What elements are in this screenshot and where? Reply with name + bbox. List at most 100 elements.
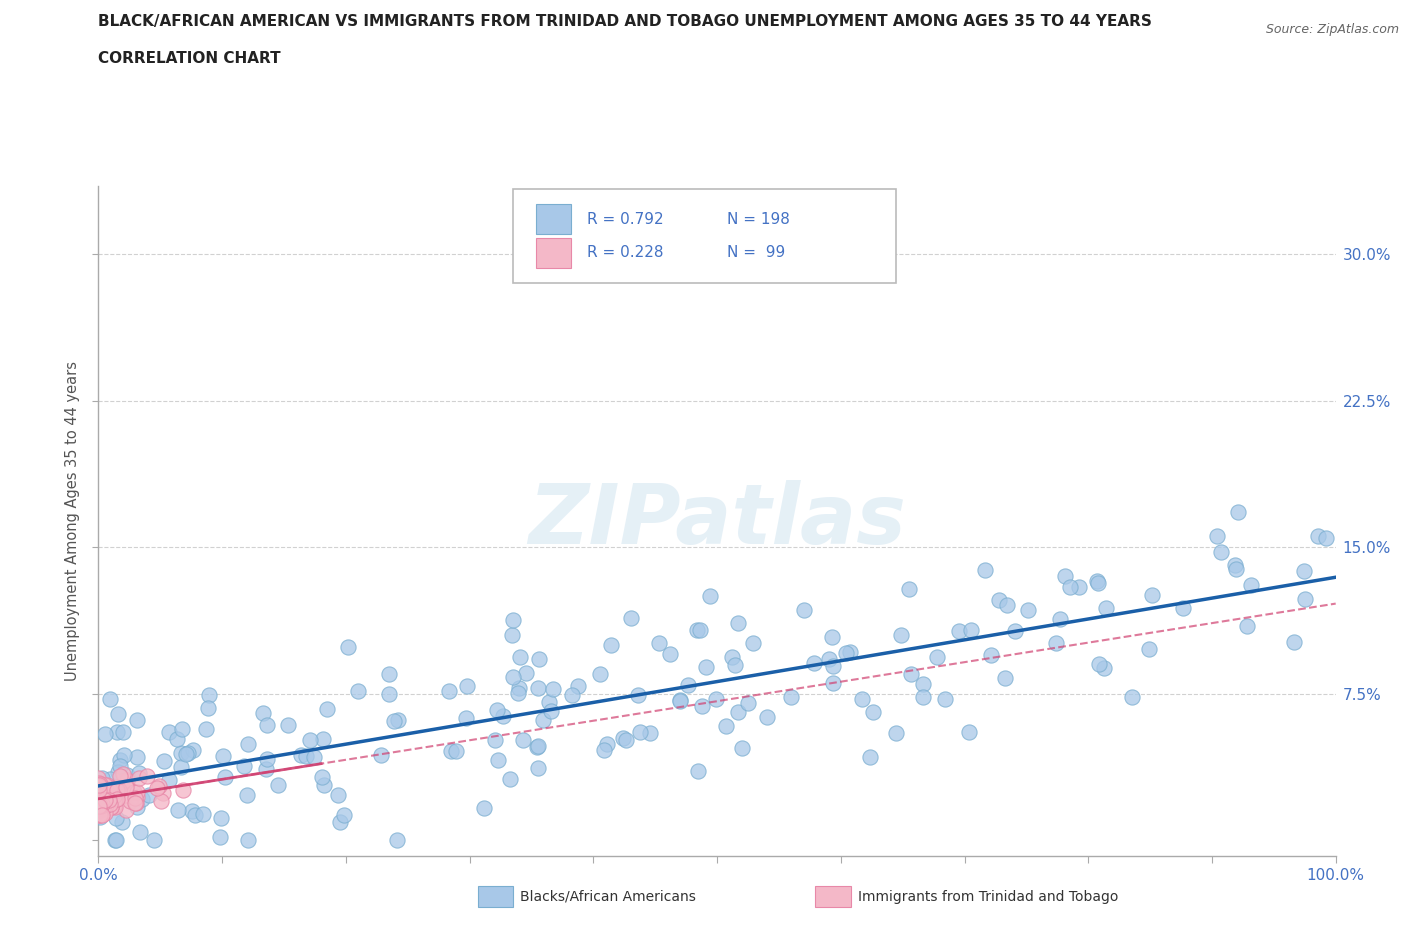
Point (98, 771, 121, 786)
Point (157, 725, 180, 740)
Point (256, 751, 278, 766)
Point (638, 725, 661, 740)
Point (117, 767, 139, 782)
Point (110, 758, 132, 773)
Point (1087, 575, 1109, 590)
Point (1049, 611, 1071, 626)
Text: CORRELATION CHART: CORRELATION CHART (98, 51, 281, 66)
Point (170, 722, 193, 737)
Text: Immigrants from Trinidad and Tobago: Immigrants from Trinidad and Tobago (858, 889, 1118, 904)
Point (87, 790, 110, 804)
Point (128, 765, 150, 780)
Point (87, 799, 110, 814)
Point (1205, 528, 1227, 543)
Point (1315, 530, 1337, 545)
Point (890, 627, 912, 642)
Point (254, 762, 277, 777)
Point (724, 658, 747, 672)
Point (101, 788, 124, 803)
Point (686, 623, 709, 638)
Point (1069, 579, 1091, 594)
Point (238, 737, 260, 751)
Point (561, 687, 583, 702)
Point (614, 733, 637, 748)
Point (437, 684, 460, 698)
Point (706, 692, 728, 707)
Point (107, 706, 129, 721)
Point (1227, 504, 1250, 519)
Point (295, 749, 318, 764)
Point (385, 832, 408, 847)
Point (527, 760, 550, 775)
Point (89, 777, 111, 791)
Point (509, 650, 531, 665)
Point (87, 798, 110, 813)
Point (336, 639, 359, 654)
Point (124, 796, 146, 811)
Point (512, 732, 534, 747)
Point (212, 749, 235, 764)
Point (128, 770, 150, 785)
Point (105, 791, 128, 806)
Point (859, 750, 882, 764)
Point (96, 797, 118, 812)
Point (89, 798, 111, 813)
Point (89, 808, 111, 823)
Point (183, 743, 205, 758)
Point (838, 644, 860, 659)
Point (934, 691, 956, 706)
Point (486, 752, 509, 767)
Point (328, 788, 350, 803)
Point (111, 724, 134, 739)
Point (900, 666, 922, 681)
Point (91, 796, 114, 811)
Text: Blacks/African Americans: Blacks/African Americans (520, 889, 696, 904)
Point (122, 784, 145, 799)
Point (456, 711, 478, 725)
Point (93, 780, 115, 795)
Point (821, 630, 844, 644)
Point (96, 784, 118, 799)
Point (440, 744, 463, 759)
Point (988, 592, 1011, 607)
Point (316, 701, 339, 716)
Point (195, 722, 218, 737)
Point (152, 785, 174, 800)
Point (153, 754, 176, 769)
Point (90, 790, 112, 805)
Point (925, 649, 948, 664)
Text: ZIPatlas: ZIPatlas (529, 480, 905, 562)
Point (689, 623, 711, 638)
Point (197, 700, 219, 715)
Point (115, 774, 138, 789)
Point (1294, 592, 1316, 607)
Point (91, 791, 114, 806)
Point (779, 689, 801, 704)
Point (1137, 642, 1160, 657)
Point (170, 746, 193, 761)
Text: N = 198: N = 198 (727, 212, 790, 227)
Point (1236, 618, 1258, 633)
Point (690, 698, 713, 713)
Point (89, 810, 111, 825)
Point (312, 731, 335, 746)
Point (686, 764, 709, 778)
Point (89, 783, 111, 798)
Point (87, 787, 110, 802)
Point (370, 747, 392, 762)
Point (209, 830, 232, 844)
Point (105, 725, 128, 740)
Point (1173, 601, 1195, 616)
Point (98, 783, 121, 798)
Point (886, 725, 908, 740)
Point (157, 773, 180, 788)
Point (108, 769, 131, 784)
Point (911, 690, 934, 705)
FancyBboxPatch shape (537, 237, 571, 268)
Point (1140, 587, 1163, 602)
Point (98, 791, 121, 806)
Point (89, 789, 111, 804)
Text: N =  99: N = 99 (727, 246, 785, 260)
Point (104, 792, 127, 807)
Point (499, 772, 522, 787)
